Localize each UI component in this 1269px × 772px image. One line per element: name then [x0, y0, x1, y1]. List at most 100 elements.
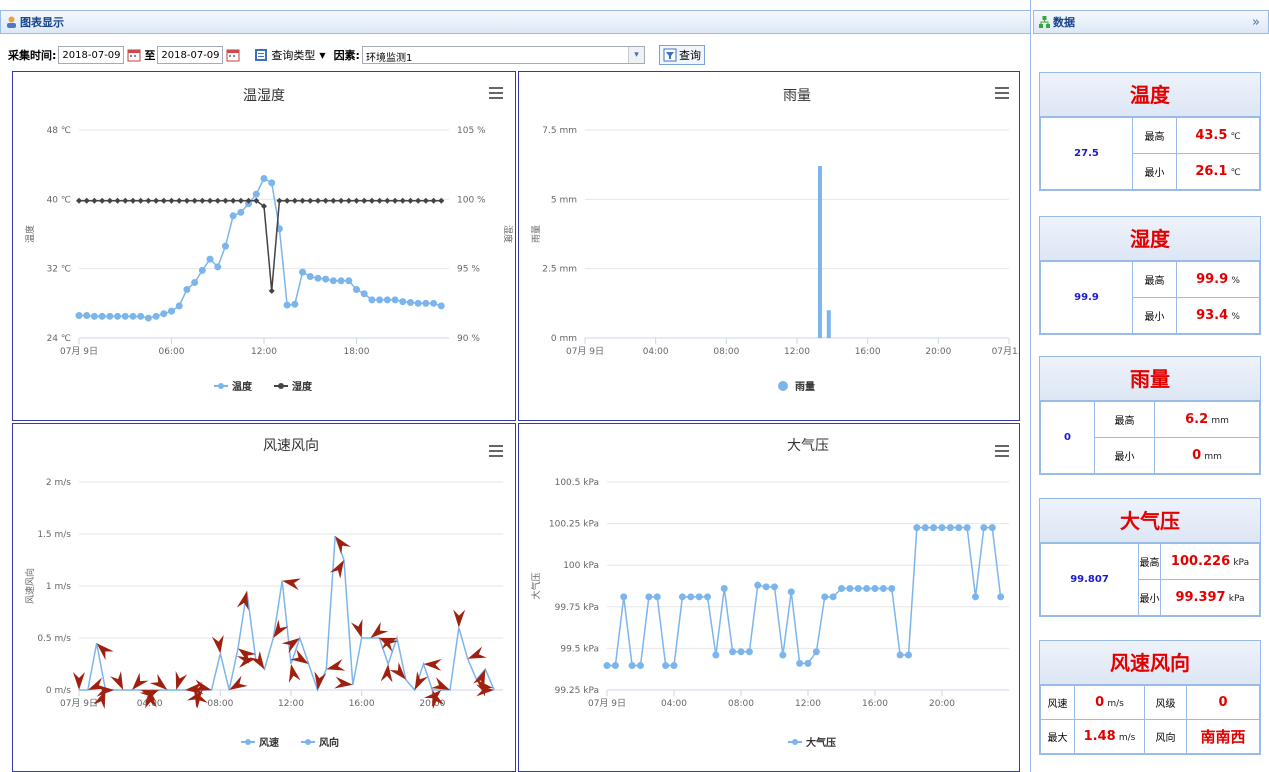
- y-tick-label: 7.5 mm: [542, 126, 577, 136]
- x-tick-label: 08:00: [713, 347, 739, 357]
- query-type-label: 查询类型: [271, 49, 316, 62]
- card-wind: 风速风向 风速 0 m/s 风级 0 最大 1.48 m/s 风向 南南西: [1039, 640, 1261, 755]
- series-point: [796, 659, 804, 667]
- current-value: 0: [1040, 401, 1095, 474]
- series-point: [854, 584, 862, 592]
- y-tick-label: 40 ℃: [47, 195, 71, 205]
- legend-label: 大气压: [806, 736, 836, 749]
- y-tick-label: 100.25 kPa: [549, 520, 599, 530]
- series-point: [754, 581, 762, 589]
- series-point: [353, 285, 360, 293]
- wind-arrow: [370, 622, 389, 638]
- y-axis-label: 大气压: [530, 572, 542, 599]
- wind-arrow: [476, 684, 495, 697]
- collapse-icon[interactable]: »: [1252, 14, 1260, 30]
- series-point: [90, 312, 98, 320]
- series-point: [422, 299, 430, 307]
- dir-label: 风向: [1144, 719, 1187, 754]
- query-button-label: 查询: [678, 49, 701, 62]
- series-point: [345, 277, 353, 285]
- series-point: [106, 197, 113, 204]
- series-point: [253, 197, 260, 204]
- end-date-input[interactable]: [157, 46, 224, 64]
- calendar-icon[interactable]: [127, 48, 141, 62]
- wind-arrow: [314, 671, 327, 690]
- y-tick-label: 48 ℃: [47, 126, 71, 136]
- series-point: [160, 310, 168, 318]
- series-point: [376, 197, 383, 204]
- series-point: [144, 314, 152, 322]
- series-point: [645, 593, 653, 601]
- max-value-cell: 100.226 kPa: [1160, 543, 1260, 580]
- series-point: [283, 301, 291, 309]
- series-point: [322, 197, 329, 204]
- series-point: [422, 197, 429, 204]
- series-point: [75, 311, 83, 319]
- rain-bar: [826, 310, 831, 338]
- series-point: [183, 285, 191, 293]
- series-point: [276, 197, 283, 204]
- min-label: 最小: [1094, 437, 1155, 474]
- wind-arrow: [211, 634, 224, 654]
- network-icon: [1039, 16, 1050, 28]
- chart-menu-icon[interactable]: [995, 87, 1009, 99]
- calendar-icon[interactable]: [226, 48, 240, 62]
- series-point: [252, 190, 260, 198]
- series-point: [695, 593, 703, 601]
- x-tick-label: 18:00: [344, 347, 370, 357]
- chart-panel: 图表显示 采集时间: 至 查询类型 ▼ 因素: 环境监测1 ▾ 查询 温湿度 24…: [0, 0, 1031, 772]
- series-point: [812, 648, 820, 656]
- series-point: [222, 197, 229, 204]
- wind-arrow: [149, 673, 168, 691]
- to-label: 至: [144, 49, 156, 62]
- x-tick-label: 04:00: [661, 699, 687, 709]
- series-point: [98, 312, 106, 320]
- x-tick-label: 12:00: [251, 347, 277, 357]
- series-point: [838, 584, 845, 592]
- max-value-cell: 43.5 ℃: [1176, 117, 1260, 154]
- series-point: [114, 312, 122, 320]
- series-point: [611, 662, 619, 670]
- wind-arrow: [236, 591, 249, 611]
- series-point: [430, 197, 437, 204]
- chart-menu-icon[interactable]: [489, 445, 503, 457]
- factor-value: 环境监测1: [365, 53, 413, 64]
- series-point: [168, 197, 175, 204]
- series-point: [76, 197, 82, 204]
- query-type-button[interactable]: 查询类型 ▼: [251, 47, 326, 63]
- data-panel-title: 数据: [1053, 16, 1075, 29]
- series-point: [955, 524, 963, 532]
- pressure-svg: 大气压 99.25 kPa 99.5 kPa 99.75 kPa 100 kPa 100.…: [530, 438, 1009, 749]
- chart-menu-icon[interactable]: [995, 445, 1009, 457]
- max-label: 最高: [1094, 401, 1155, 438]
- series-point: [191, 279, 199, 287]
- series-point: [145, 197, 152, 204]
- max-value: 99.9: [1196, 272, 1229, 287]
- min-unit: %: [1231, 312, 1240, 322]
- series-point: [229, 212, 237, 220]
- query-toolbar: 采集时间: 至 查询类型 ▼ 因素: 环境监测1 ▾ 查询: [8, 44, 705, 66]
- min-value: 0: [1192, 448, 1202, 463]
- max-value: 43.5: [1195, 128, 1228, 143]
- factor-select[interactable]: 环境监测1 ▾: [361, 46, 645, 64]
- time-label: 采集时间:: [8, 49, 57, 62]
- dropdown-arrow-icon[interactable]: ▾: [627, 47, 644, 63]
- chart-title: 温湿度: [243, 88, 285, 104]
- min-unit: ℃: [1230, 168, 1241, 178]
- rainfall-svg: 雨量 0 mm 2.5 mm 5 mm 7.5 mm 雨量 07月 9日 04:00 08:00…: [531, 88, 1019, 393]
- wind-arrow: [334, 676, 353, 689]
- series-point: [83, 197, 90, 204]
- series-point: [896, 651, 904, 659]
- series-point: [628, 662, 636, 670]
- query-button[interactable]: 查询: [658, 45, 705, 65]
- x-tick-label: 07月1...: [992, 346, 1019, 357]
- series-point: [603, 662, 611, 670]
- start-date-input[interactable]: [58, 46, 125, 64]
- filter-icon: [663, 48, 677, 62]
- max-unit: m/s: [1118, 733, 1136, 743]
- wind-arrow: [192, 679, 212, 692]
- series-point: [938, 524, 946, 532]
- chart-menu-icon[interactable]: [489, 87, 503, 99]
- series-point: [175, 302, 183, 310]
